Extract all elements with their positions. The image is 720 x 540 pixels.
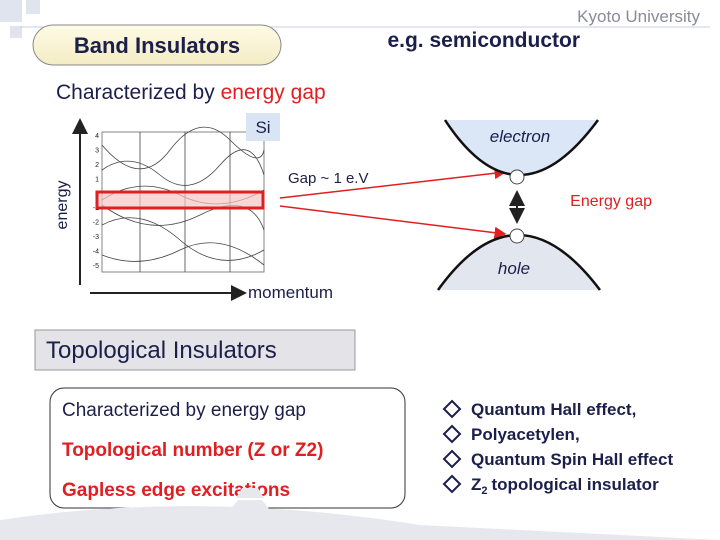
hole-dot	[509, 228, 525, 244]
box-line: Topological number (Z or Z2)	[62, 440, 323, 461]
energy-label: energy	[54, 181, 71, 230]
electron-label: electron	[490, 127, 550, 146]
gap-text: Energy gap	[570, 193, 652, 210]
example-item: Quantum Hall effect,	[471, 400, 636, 419]
example-item: Z2 topological insulator	[471, 475, 659, 497]
box-line: Characterized by energy gap	[62, 400, 306, 421]
plot-tick-label: -2	[93, 220, 99, 227]
example: e.g. semiconductor	[387, 29, 580, 52]
gap-highlight	[95, 190, 265, 210]
example-rest: topological insulator	[492, 475, 660, 494]
box-line: Gapless edge excitations	[62, 480, 290, 501]
bullet	[442, 399, 462, 419]
watermark	[0, 488, 720, 540]
example-sub: 2	[481, 485, 487, 497]
plot-tick-label: 2	[95, 162, 99, 169]
plot-tick-label: -3	[93, 234, 99, 241]
example-item: Quantum Spin Hall effect	[471, 450, 673, 469]
gap-label: Gap ~ 1 e.V	[288, 170, 368, 187]
example-item: Polyacetylen,	[471, 425, 580, 444]
plot-tick-label: 1	[95, 176, 99, 183]
topo-title: Topological Insulators	[46, 337, 277, 364]
bullet	[442, 474, 462, 494]
material: Si	[255, 118, 270, 137]
subtitle: Characterized by energy gap	[56, 81, 326, 104]
example-base: Z	[471, 475, 481, 494]
pointer-bottom	[279, 205, 507, 239]
hole-label: hole	[498, 259, 530, 278]
plot-tick-label: 3	[95, 147, 99, 154]
momentum-label: momentum	[248, 283, 333, 302]
topo-title-box	[34, 329, 356, 371]
title-oval	[32, 24, 282, 66]
pointer-top	[279, 167, 507, 199]
title: Band Insulators	[74, 33, 240, 58]
material-box	[246, 113, 280, 141]
plot-tick-label: -4	[93, 249, 99, 256]
subtitle-highlight: energy gap	[221, 81, 326, 104]
plot-tick-label: 4	[95, 133, 99, 140]
plot-tick-label: -5	[93, 263, 99, 270]
corner-decoration	[0, 0, 40, 38]
bullet	[442, 424, 462, 444]
electron-dot	[509, 169, 525, 185]
institution: Kyoto University	[577, 7, 700, 26]
subtitle-prefix: Characterized by	[56, 81, 215, 104]
bullet	[442, 449, 462, 469]
